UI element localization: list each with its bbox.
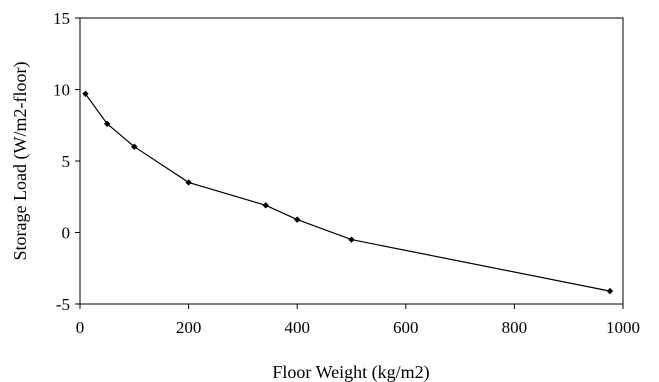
y-tick-label: -5 xyxy=(56,295,70,314)
data-point-marker xyxy=(131,143,138,150)
x-tick-label: 800 xyxy=(502,318,528,337)
data-point-marker xyxy=(103,120,111,128)
series-layer xyxy=(82,90,614,295)
data-point-marker xyxy=(348,236,355,243)
series-line xyxy=(84,93,611,292)
plot-area-frame xyxy=(79,17,624,305)
x-tick-label: 600 xyxy=(393,318,419,337)
y-tick-label: 15 xyxy=(53,9,70,28)
data-point-marker xyxy=(82,90,89,97)
data-point-marker xyxy=(294,216,301,223)
data-point-marker xyxy=(606,287,614,295)
x-tick-label: 200 xyxy=(176,318,202,337)
y-tick-label: 5 xyxy=(62,152,71,171)
x-axis-label: Floor Weight (kg/m2) xyxy=(272,362,429,382)
data-point-marker xyxy=(185,179,192,186)
x-axis-ticks: 0 200 400 600 800 1000 xyxy=(76,304,640,337)
data-point-marker xyxy=(262,202,269,209)
x-tick-label: 1000 xyxy=(606,318,640,337)
y-axis-label: Storage Load (W/m2-floor) xyxy=(10,62,31,261)
y-tick-label: 10 xyxy=(53,81,70,100)
y-tick-label: 0 xyxy=(62,224,71,243)
x-tick-label: 0 xyxy=(76,318,85,337)
x-tick-label: 400 xyxy=(284,318,310,337)
y-axis-ticks: -5 0 5 10 15 xyxy=(53,9,80,314)
